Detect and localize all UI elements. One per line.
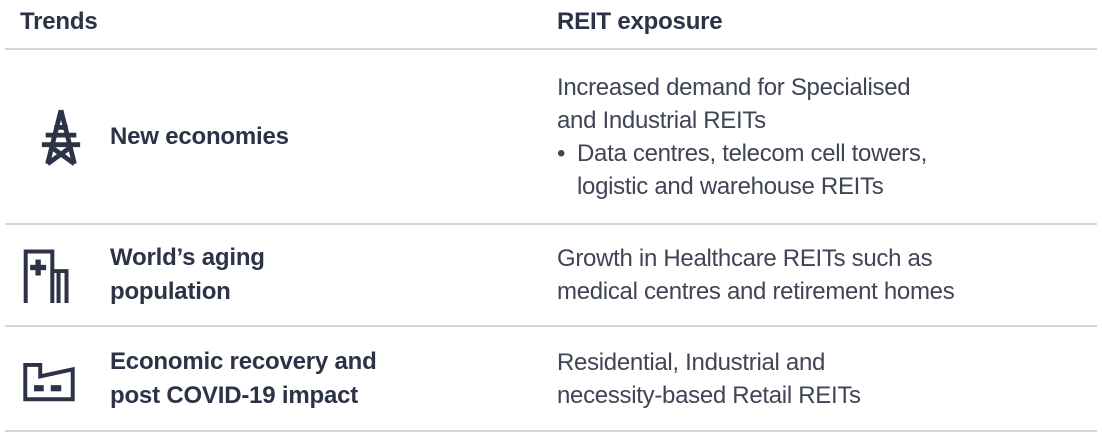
exposure-cell: Increased demand for Specialised and Ind… — [557, 71, 1097, 203]
exposure-text: Increased demand for Specialised and Ind… — [557, 73, 911, 134]
trend-label: New economies — [110, 122, 289, 150]
column-header-trends: Trends — [20, 8, 98, 35]
icon-cell — [20, 108, 110, 166]
trend-label: World’s aging population — [110, 244, 265, 305]
exposure-bullet: • Data centres, telecom cell towers, log… — [557, 137, 1097, 203]
icon-cell — [20, 356, 110, 402]
transmission-tower-icon — [41, 109, 81, 166]
factory-icon — [23, 362, 75, 401]
exposure-text: Residential, Industrial and necessity-ba… — [557, 348, 861, 409]
icon-cell — [20, 248, 110, 303]
trends-reit-table: Trends REIT exposure New economies Incre… — [5, 0, 1097, 432]
exposure-text: Growth in Healthcare REITs such as medic… — [557, 245, 955, 305]
exposure-cell: Growth in Healthcare REITs such as medic… — [557, 242, 1097, 308]
table-row: New economies Increased demand for Speci… — [5, 48, 1097, 223]
bullet-icon: • — [557, 139, 566, 167]
table-header-row: Trends REIT exposure — [5, 0, 1097, 48]
table-row: Economic recovery and post COVID-19 impa… — [5, 325, 1097, 432]
table-row: World’s aging population Growth in Healt… — [5, 223, 1097, 325]
bullet-text: Data centres, telecom cell towers, logis… — [577, 139, 927, 200]
trend-label: Economic recovery and post COVID-19 impa… — [110, 347, 377, 409]
hospital-icon — [23, 249, 69, 303]
column-header-reit-exposure: REIT exposure — [557, 8, 723, 35]
exposure-cell: Residential, Industrial and necessity-ba… — [557, 346, 1097, 412]
